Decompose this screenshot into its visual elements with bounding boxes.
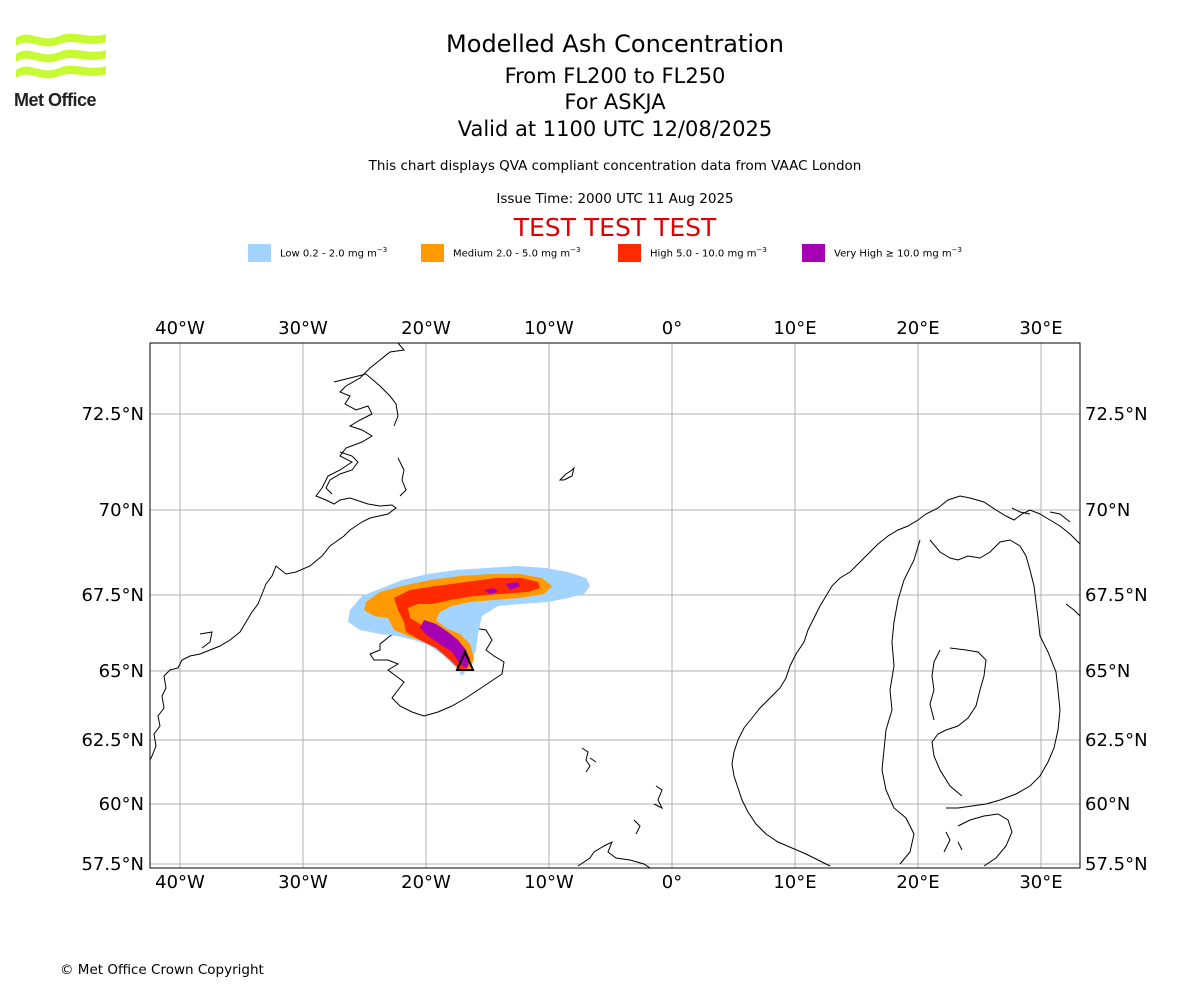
lon-label-top: 0° [662, 318, 682, 339]
logo-text: Met Office [14, 90, 97, 110]
met-office-logo: Met Office [14, 30, 109, 112]
copyright-notice: © Met Office Crown Copyright [60, 962, 264, 978]
volcano-subtitle: For ASKJA [564, 90, 666, 114]
lat-label-left: 70°N [99, 500, 144, 521]
lon-label-bottom: 10°E [773, 872, 816, 893]
lon-label-bottom: 30°E [1019, 872, 1062, 893]
gridlines [150, 343, 1080, 868]
lon-label-bottom: 20°W [401, 872, 451, 893]
legend-item-very-high: Very High ≥ 10.0 mg m−3 [802, 244, 962, 262]
lat-label-right: 60°N [1085, 794, 1130, 815]
lat-label-left: 67.5°N [81, 585, 144, 606]
lon-label-top: 30°E [1019, 318, 1062, 339]
lon-label-bottom: 40°W [155, 872, 205, 893]
lat-labels-left: 72.5°N 70°N 67.5°N 65°N 62.5°N 60°N 57.5… [81, 404, 144, 875]
met-office-wave-icon [16, 33, 106, 79]
map-frame [149, 342, 1081, 869]
lon-label-bottom: 0° [662, 872, 682, 893]
lon-label-top: 30°W [278, 318, 328, 339]
chart-title: Modelled Ash Concentration [446, 30, 784, 58]
valid-time-subtitle: Valid at 1100 UTC 12/08/2025 [457, 117, 773, 141]
lat-label-right: 57.5°N [1085, 854, 1148, 875]
legend-swatch-high [618, 244, 641, 262]
lon-label-top: 20°E [896, 318, 939, 339]
lat-label-right: 65°N [1085, 661, 1130, 682]
legend-swatch-very-high [802, 244, 825, 262]
lat-label-right: 72.5°N [1085, 404, 1148, 425]
legend-swatch-low [248, 244, 271, 262]
coastlines [150, 343, 1080, 868]
qva-note: This chart displays QVA compliant concen… [368, 158, 862, 174]
legend-label-low: Low 0.2 - 2.0 mg m [280, 248, 377, 260]
volcano-marker-icon [455, 649, 475, 671]
lon-label-top: 40°W [155, 318, 205, 339]
ash-high-region [394, 578, 540, 670]
lon-label-bottom: 20°E [896, 872, 939, 893]
legend-item-high: High 5.0 - 10.0 mg m−3 [618, 244, 767, 262]
legend-item-low: Low 0.2 - 2.0 mg m−3 [248, 244, 387, 262]
lat-label-left: 60°N [99, 794, 144, 815]
lat-label-right: 62.5°N [1085, 730, 1148, 751]
ash-very-high-region [420, 582, 520, 668]
lat-label-left: 57.5°N [81, 854, 144, 875]
lat-labels-right: 72.5°N 70°N 67.5°N 65°N 62.5°N 60°N 57.5… [1085, 404, 1148, 875]
lat-label-left: 72.5°N [81, 404, 144, 425]
lat-label-left: 62.5°N [81, 730, 144, 751]
lat-label-left: 65°N [99, 661, 144, 682]
legend-label-very-high: Very High ≥ 10.0 mg m [834, 248, 952, 260]
lat-label-right: 70°N [1085, 500, 1130, 521]
lon-label-top: 10°W [524, 318, 574, 339]
lon-labels-bottom: 40°W 30°W 20°W 10°W 0° 10°E 20°E 30°E [155, 872, 1062, 893]
legend-item-medium: Medium 2.0 - 5.0 mg m−3 [421, 244, 580, 262]
lon-label-top: 20°W [401, 318, 451, 339]
lon-label-bottom: 30°W [278, 872, 328, 893]
legend-swatch-medium [421, 244, 444, 262]
issue-time: Issue Time: 2000 UTC 11 Aug 2025 [496, 191, 734, 207]
legend-label-high: High 5.0 - 10.0 mg m [650, 248, 757, 260]
lon-labels-top: 40°W 30°W 20°W 10°W 0° 10°E 20°E 30°E [155, 318, 1062, 339]
test-banner: TEST TEST TEST [513, 213, 717, 242]
flight-level-subtitle: From FL200 to FL250 [504, 64, 726, 88]
lat-label-right: 67.5°N [1085, 585, 1148, 606]
ash-plume [348, 566, 590, 676]
legend-label-medium: Medium 2.0 - 5.0 mg m [453, 248, 571, 260]
lon-label-top: 10°E [773, 318, 816, 339]
lon-label-bottom: 10°W [524, 872, 574, 893]
